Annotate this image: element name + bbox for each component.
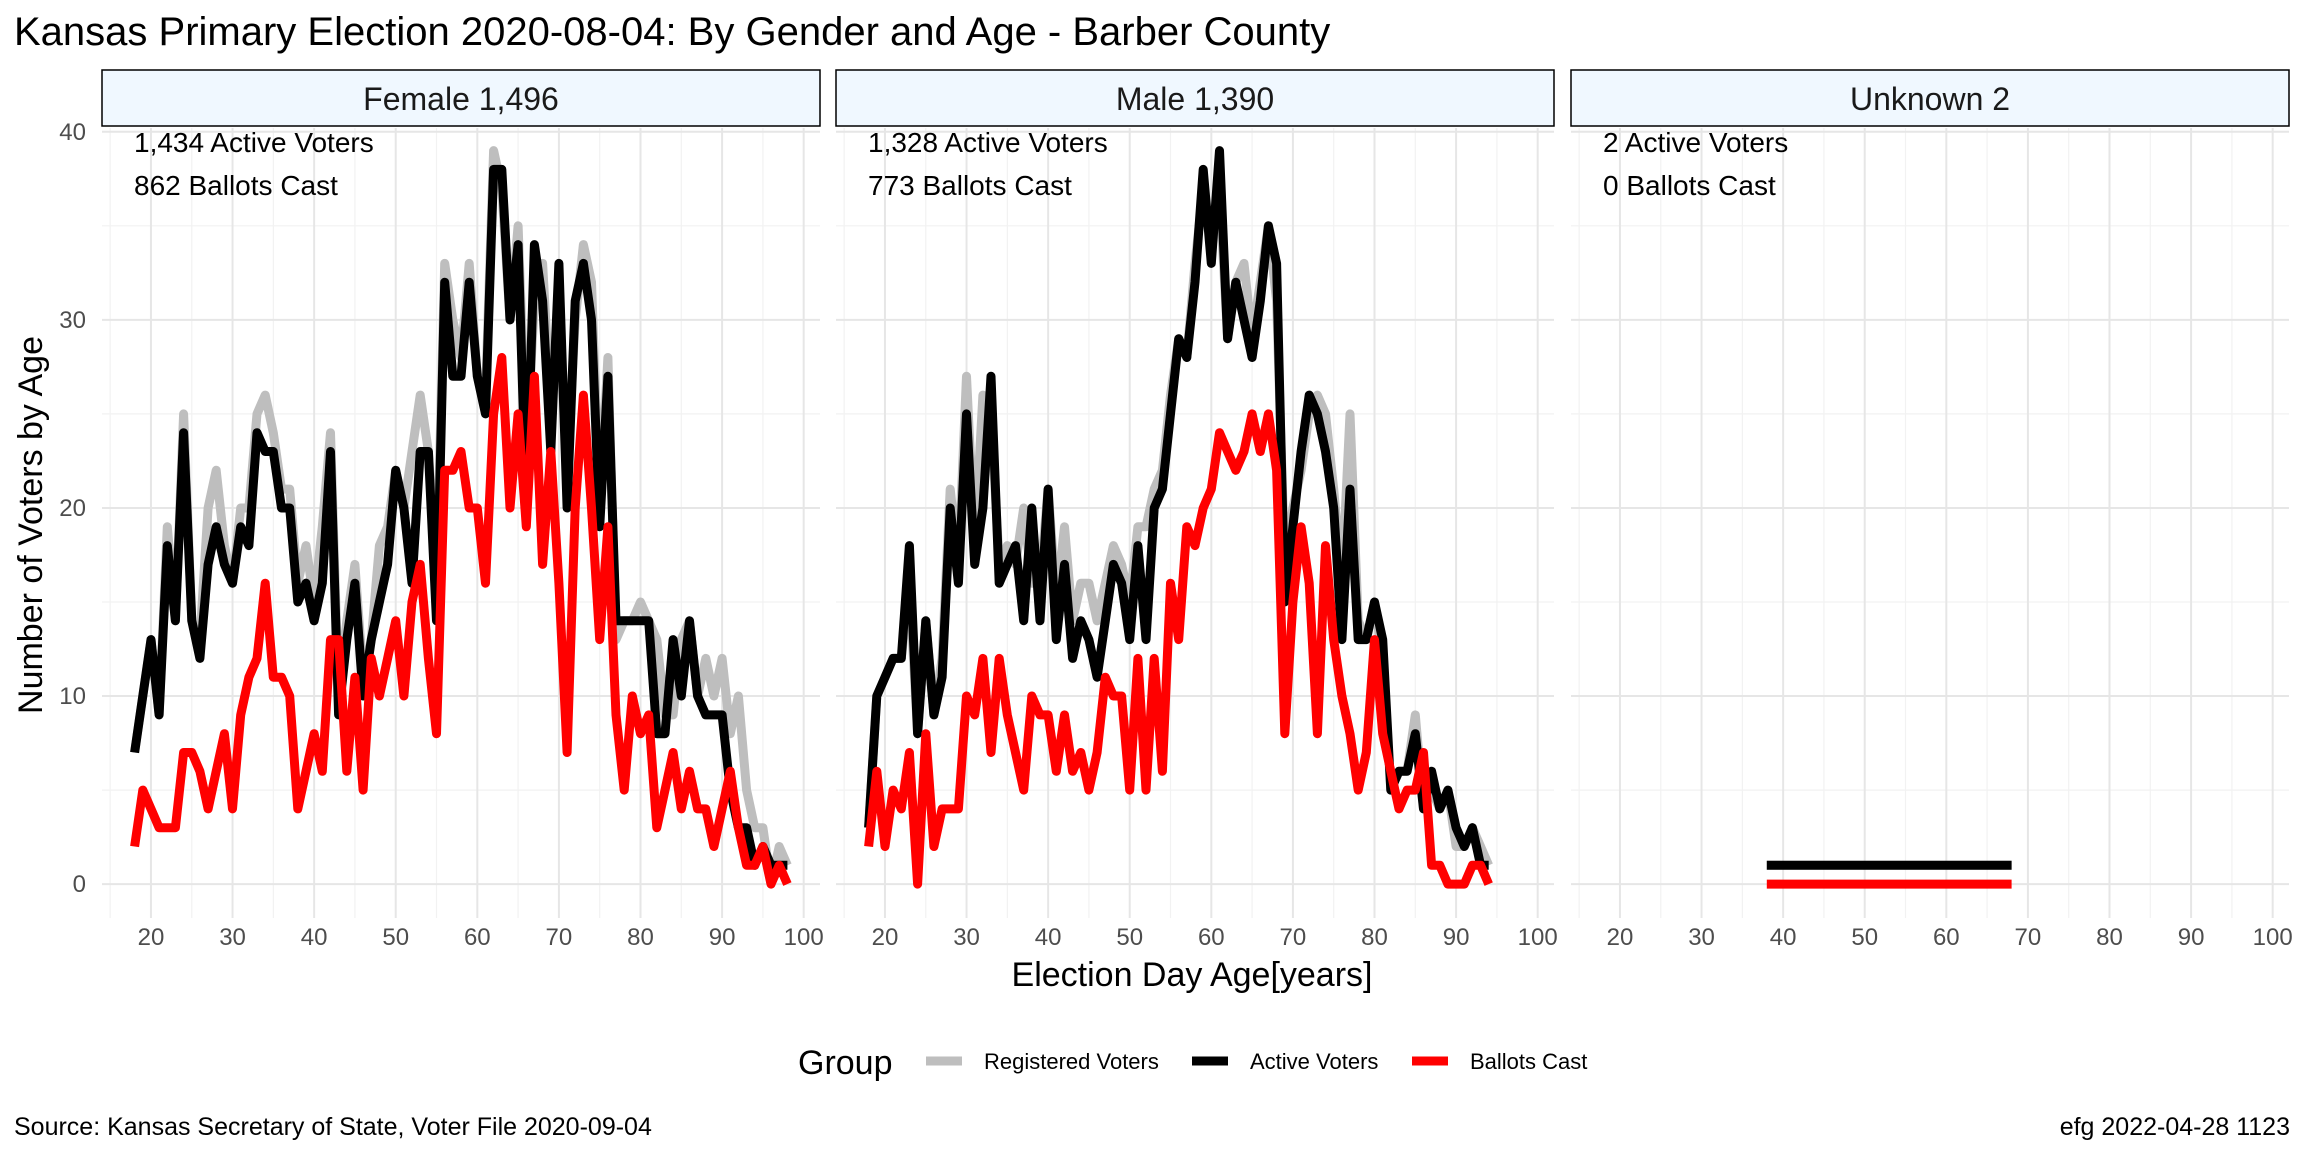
legend-label: Registered Voters <box>984 1049 1159 1074</box>
facet-strip-label: Unknown 2 <box>1850 81 2010 117</box>
x-tick-label: 60 <box>1198 924 1225 951</box>
x-tick-label: 70 <box>546 924 573 951</box>
panel-annotation: 1,328 Active Voters <box>868 127 1108 158</box>
x-tick-label: 20 <box>1607 924 1634 951</box>
x-tick-label: 100 <box>1518 924 1558 951</box>
facet-strip <box>1570 69 2290 127</box>
x-tick-label: 30 <box>1688 924 1715 951</box>
x-tick-label: 40 <box>301 924 328 951</box>
legend: Group Registered Voters Active Voters Ball… <box>798 1044 1587 1082</box>
y-axis-label: Number of Voters by Age <box>12 336 50 714</box>
x-tick-label: 100 <box>784 924 824 951</box>
series-line-active-voters <box>130 164 788 870</box>
legend-item: Registered Voters <box>926 1049 1159 1074</box>
x-tick-label: 90 <box>709 924 736 951</box>
chart-title: Kansas Primary Election 2020-08-04: By G… <box>14 10 1330 54</box>
y-tick-label: 30 <box>59 307 86 334</box>
x-tick-label: 90 <box>2178 924 2205 951</box>
legend-title: Group <box>798 1044 893 1082</box>
x-tick-label: 40 <box>1035 924 1062 951</box>
x-tick-label: 100 <box>2253 924 2293 951</box>
panel-annotation: 773 Ballots Cast <box>868 170 1072 201</box>
x-tick-label: 30 <box>953 924 980 951</box>
x-tick-label: 50 <box>1116 924 1143 951</box>
source-note: Source: Kansas Secretary of State, Voter… <box>14 1113 652 1141</box>
y-tick-label: 40 <box>59 119 86 146</box>
x-axis-label: Election Day Age[years] <box>1012 956 1373 994</box>
x-tick-label: 50 <box>382 924 409 951</box>
x-tick-label: 20 <box>872 924 899 951</box>
x-tick-label: 80 <box>2096 924 2123 951</box>
series-line-ballots-cast <box>864 409 1493 889</box>
legend-label: Ballots Cast <box>1470 1049 1587 1074</box>
series-line-ballots-cast <box>130 353 792 889</box>
legend-item: Ballots Cast <box>1412 1049 1587 1074</box>
legend-item: Active Voters <box>1192 1049 1378 1074</box>
x-tick-label: 20 <box>138 924 165 951</box>
panel-annotation: 862 Ballots Cast <box>134 170 338 201</box>
facet-strip-label: Male 1,390 <box>1116 81 1274 117</box>
facet-strip <box>101 69 821 127</box>
x-tick-label: 70 <box>1280 924 1307 951</box>
legend-items: Registered Voters Active Voters Ballots Ca… <box>926 1049 1587 1074</box>
facet-strip-label: Female 1,496 <box>363 81 559 117</box>
facet-panel: Unknown 2 20 30 40 50 60 70 80 90 100 2 Active Vot… <box>1570 69 2293 951</box>
y-tick-label: 10 <box>59 683 86 710</box>
legend-label: Active Voters <box>1250 1049 1378 1074</box>
x-tick-label: 50 <box>1851 924 1878 951</box>
x-tick-label: 80 <box>1361 924 1388 951</box>
facet-panel: Male 1,390 20 30 40 50 60 70 80 90 100 1,328 Activ… <box>835 69 1558 951</box>
panel-annotation: 1,434 Active Voters <box>134 127 374 158</box>
x-tick-label: 70 <box>2015 924 2042 951</box>
x-tick-label: 40 <box>1770 924 1797 951</box>
panel-annotation: 2 Active Voters <box>1603 127 1788 158</box>
y-tick-label: 0 <box>73 871 86 898</box>
x-tick-label: 60 <box>464 924 491 951</box>
panel-annotation: 0 Ballots Cast <box>1603 170 1776 201</box>
x-tick-label: 80 <box>627 924 654 951</box>
x-tick-label: 30 <box>219 924 246 951</box>
facet-strip <box>835 69 1555 127</box>
x-tick-label: 90 <box>1443 924 1470 951</box>
x-tick-label: 60 <box>1933 924 1960 951</box>
facet-panels: Female 1,496 20 30 40 50 60 70 80 90 100 0 10 20 30 40… <box>59 69 2293 951</box>
series-line-active-voters <box>864 146 1489 870</box>
facet-panel: Female 1,496 20 30 40 50 60 70 80 90 100 0 10 20 30 40… <box>59 69 824 951</box>
version-stamp: efg 2022-04-28 1123 <box>2060 1113 2290 1141</box>
y-tick-label: 20 <box>59 495 86 522</box>
